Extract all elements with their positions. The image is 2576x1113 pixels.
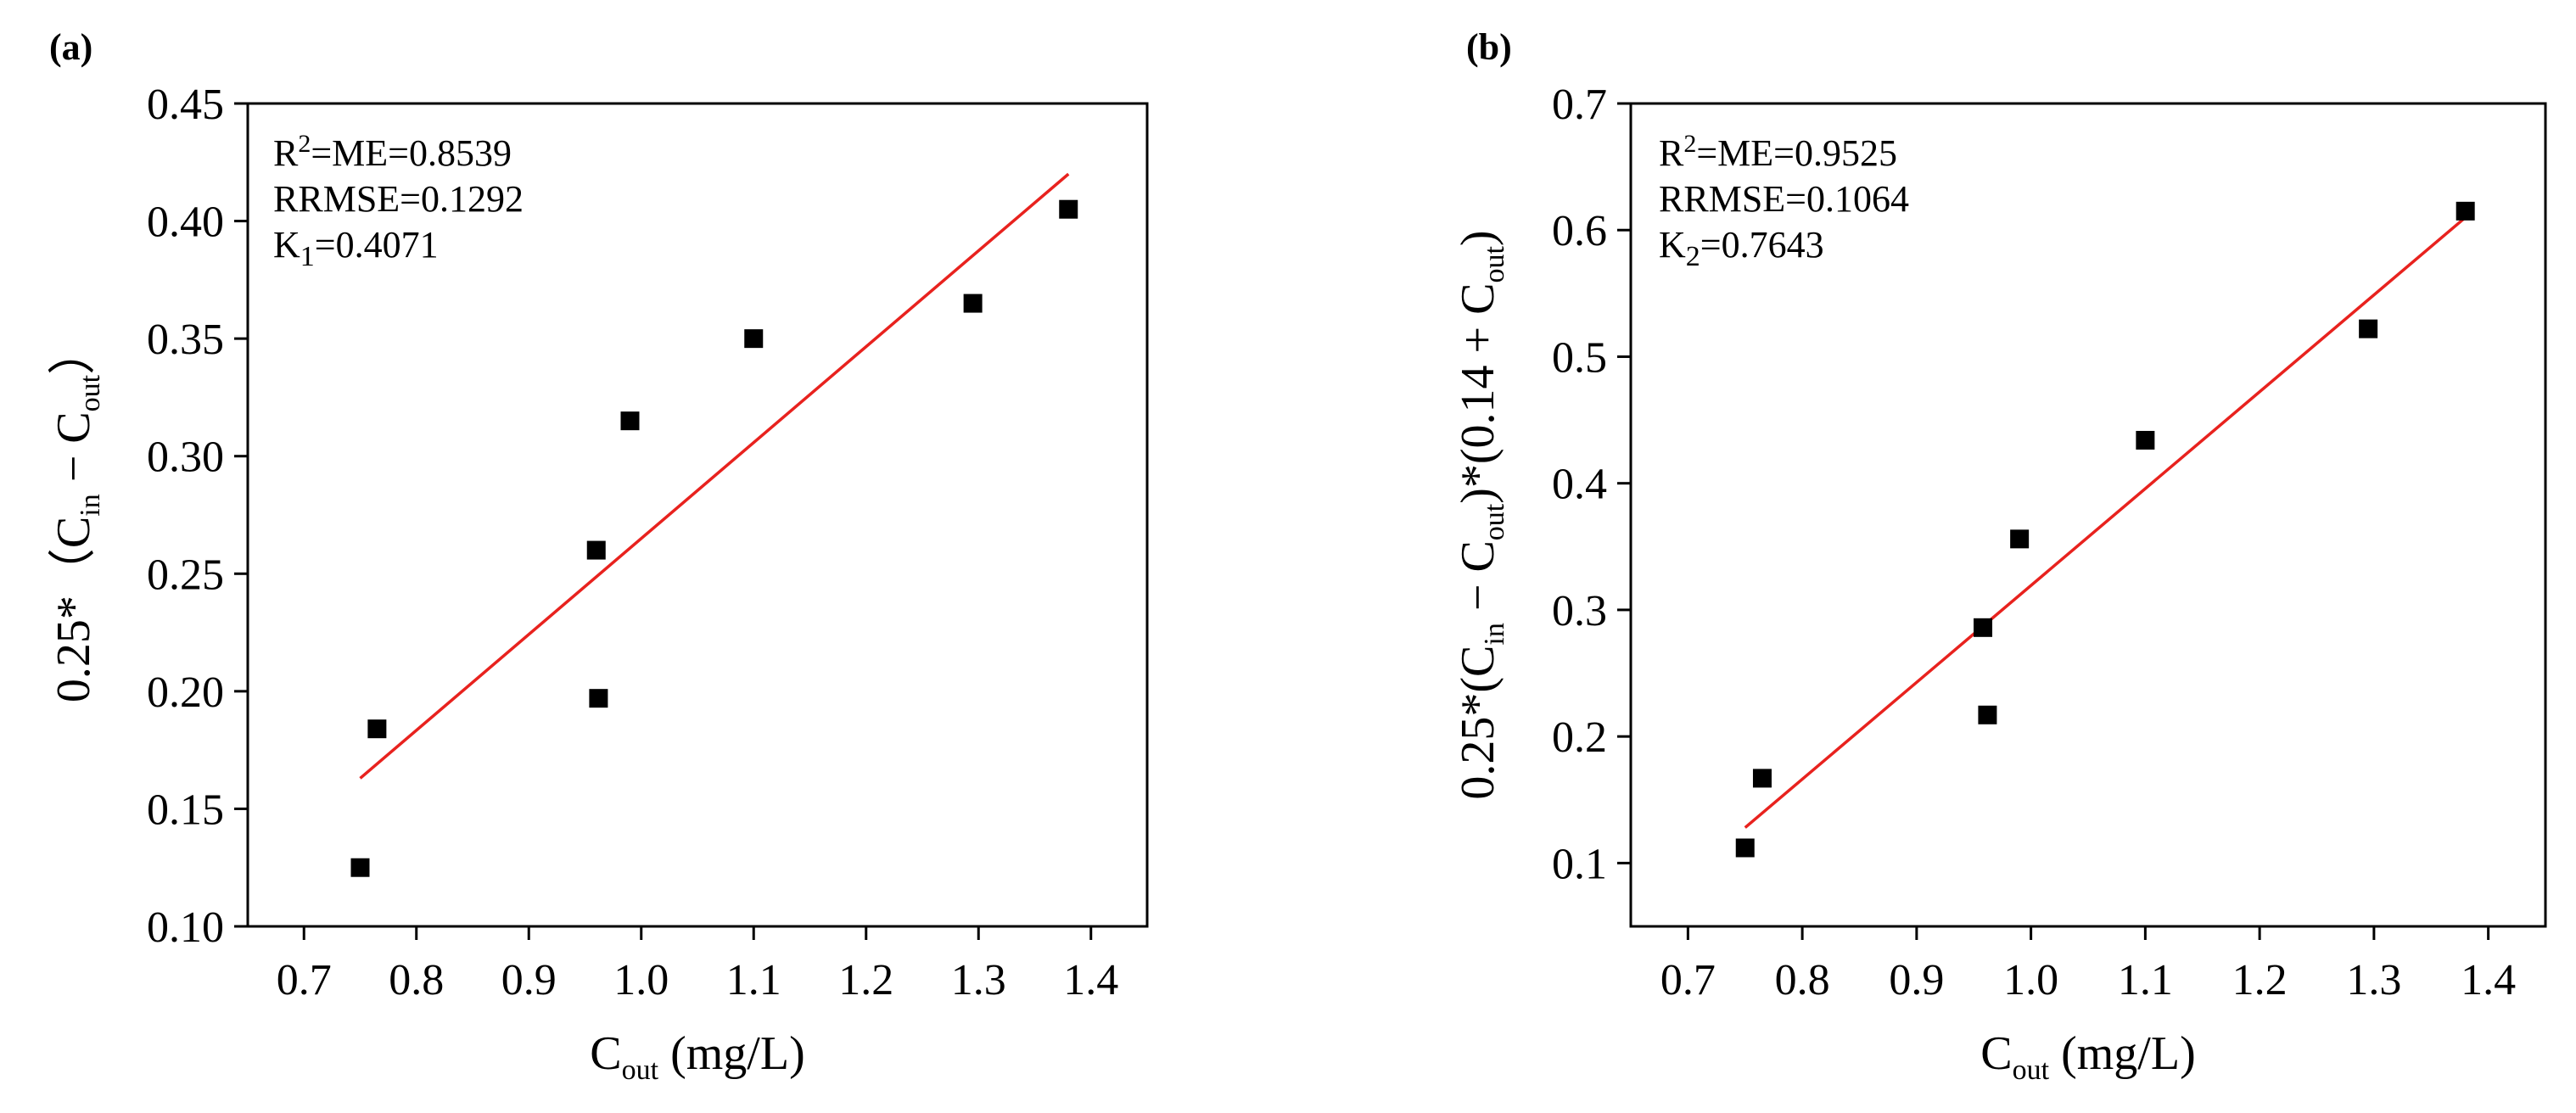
x-label-text: C [590, 1027, 621, 1080]
x-tick-label: 0.9 [1889, 956, 1944, 1004]
stat-text: R [1659, 132, 1684, 174]
stat-superscript: 2 [298, 130, 311, 158]
x-tick-label: 0.8 [1775, 956, 1830, 1004]
fit-line [1744, 215, 2467, 829]
y-label-subscript: in [75, 494, 106, 516]
y-tick-label: 0.15 [147, 786, 224, 834]
stat-subscript: 1 [300, 241, 315, 272]
stat-text: RRMSE=0.1292 [273, 178, 524, 220]
stat-text: =0.7643 [1700, 224, 1824, 266]
stat-annotation: K1=0.4071 [273, 224, 439, 272]
x-axis-label: Cout (mg/L) [1980, 1027, 2195, 1086]
stat-text: =ME=0.8539 [311, 132, 512, 174]
x-axis-label: Cout (mg/L) [590, 1027, 804, 1086]
stat-annotation: K2=0.7643 [1659, 224, 1824, 272]
data-point [2136, 430, 2155, 450]
y-tick-label: 0.5 [1552, 333, 1607, 382]
y-label-text: 0.25*（C [48, 517, 100, 702]
x-tick-label: 1.2 [2232, 956, 2288, 1004]
data-point [963, 294, 983, 313]
fit-line [359, 172, 1070, 780]
data-point [2359, 319, 2378, 338]
data-point [1735, 838, 1755, 858]
data-point [620, 411, 640, 431]
x-label-text: C [1980, 1027, 2012, 1080]
stat-annotation: RRMSE=0.1292 [273, 178, 524, 220]
x-tick-label: 1.3 [2346, 956, 2401, 1004]
x-tick-label: 1.1 [726, 956, 781, 1004]
stat-subscript: 2 [1686, 241, 1700, 272]
x-tick-label: 1.0 [2003, 956, 2058, 1004]
stat-text: RRMSE=0.1064 [1659, 178, 1909, 220]
data-point [350, 858, 370, 877]
chart-panel-b: (b) 0.7 0.8 0.9 1.0 1.1 1.2 1.3 1.4 0.1 0.2 0.3 0.4 0… [1452, 26, 2547, 1086]
data-point [1059, 199, 1078, 219]
y-label-text: − C [48, 411, 100, 494]
y-tick-label: 0.35 [147, 316, 224, 364]
x-tick-label: 1.1 [2118, 956, 2173, 1004]
y-tick-label: 0.7 [1552, 81, 1607, 129]
data-point [1974, 618, 1993, 637]
y-label-text: ) [1452, 230, 1504, 246]
y-label-text: 0.25*(C [1452, 646, 1504, 800]
stat-text: R [273, 132, 299, 174]
x-label-text: (mg/L) [2049, 1027, 2196, 1080]
data-point [586, 540, 606, 560]
plot-frame [246, 102, 1149, 928]
data-point [1978, 705, 1997, 724]
y-tick-label: 0.40 [147, 199, 224, 247]
y-tick-label: 0.6 [1552, 207, 1607, 255]
y-tick-label: 0.30 [147, 433, 224, 482]
stat-text: =0.4071 [315, 224, 439, 266]
y-tick-label: 0.10 [147, 903, 224, 952]
data-point [589, 689, 608, 708]
panel-label: (b) [1466, 26, 1512, 68]
y-tick-label: 0.4 [1552, 461, 1607, 509]
y-tick-label: 0.3 [1552, 587, 1607, 635]
x-tick-label: 0.8 [389, 956, 444, 1004]
x-tick-label: 1.2 [838, 956, 893, 1004]
y-tick-label: 0.2 [1552, 713, 1607, 762]
stat-superscript: 2 [1683, 130, 1696, 158]
x-label-subscript: out [622, 1054, 659, 1086]
y-tick-label: 0.45 [147, 81, 224, 129]
y-label-subscript: out [75, 374, 106, 411]
y-label-text: )*(0.14 + C [1452, 283, 1504, 504]
x-tick-label: 0.9 [501, 956, 557, 1004]
data-point [367, 719, 387, 739]
x-label-subscript: out [2013, 1054, 2050, 1086]
y-axis-label: 0.25*（Cin − Cout） [48, 327, 106, 702]
y-tick-label: 0.1 [1552, 840, 1607, 888]
y-label-subscript: out [1479, 246, 1510, 283]
y-tick-label: 0.20 [147, 668, 224, 717]
y-label-subscript: out [1479, 503, 1510, 540]
x-tick-label: 1.3 [951, 956, 1006, 1004]
x-tick-label: 1.4 [1063, 956, 1118, 1004]
stat-annotation: R2=ME=0.9525 [1659, 130, 1897, 174]
stat-annotation: RRMSE=0.1064 [1659, 178, 1909, 220]
data-point [2456, 201, 2475, 221]
stat-annotation: R2=ME=0.8539 [273, 130, 512, 174]
x-tick-label: 1.4 [2461, 956, 2516, 1004]
y-label-text: ） [48, 327, 100, 375]
y-label-subscript: in [1479, 623, 1510, 645]
data-point [744, 329, 764, 349]
panel-label: (a) [49, 26, 92, 68]
plot-frame [1629, 102, 2547, 928]
x-tick-label: 0.7 [277, 956, 332, 1004]
x-tick-label: 0.7 [1660, 956, 1716, 1004]
y-label-text: − C [1452, 540, 1504, 623]
data-point [2010, 529, 2030, 549]
data-point [1752, 769, 1772, 788]
y-axis-label: 0.25*(Cin − Cout)*(0.14 + Cout) [1452, 230, 1510, 799]
y-tick-label: 0.25 [147, 551, 224, 599]
stat-text: K [273, 224, 300, 266]
x-label-text: (mg/L) [658, 1027, 805, 1080]
stat-text: =ME=0.9525 [1696, 132, 1897, 174]
chart-panel-a: (a) 0.7 0.8 0.9 1.0 1.1 1.2 1.3 1.4 0.10 0.15 0.20 0… [48, 26, 1149, 1086]
stat-text: K [1659, 224, 1686, 266]
x-tick-label: 1.0 [613, 956, 669, 1004]
